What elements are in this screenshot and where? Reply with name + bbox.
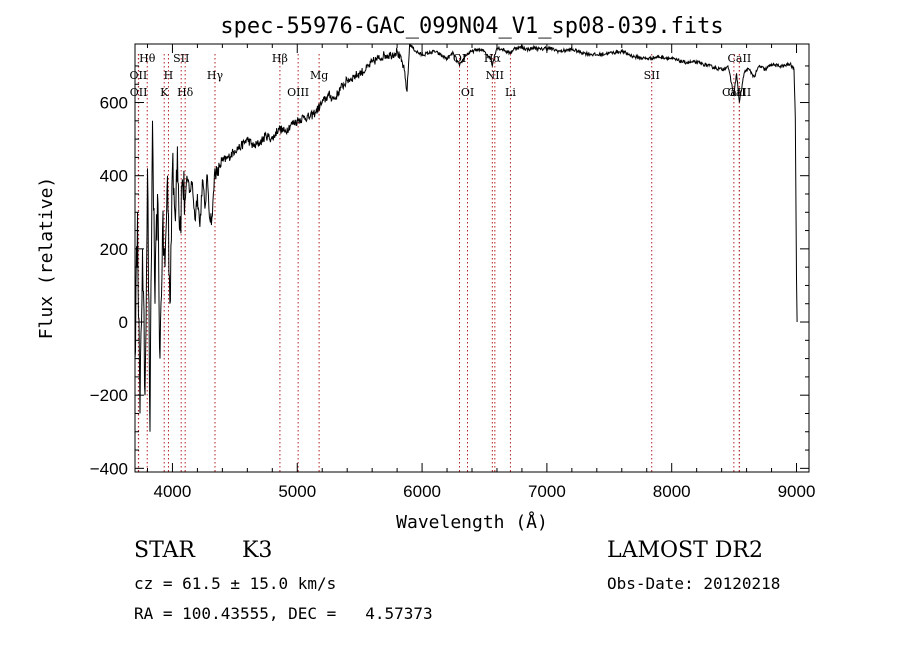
line-marker-label: SII: [173, 52, 189, 65]
object-subclass: K3: [242, 538, 273, 563]
x-axis-label: Wavelength (Å): [396, 511, 548, 533]
line-marker-label: Hγ: [207, 69, 224, 82]
x-tick-label: 9000: [778, 482, 816, 501]
y-tick-label: −400: [90, 459, 128, 478]
spectrum-line: [134, 43, 798, 432]
observation-date: Obs-Date: 20120218: [607, 574, 781, 593]
line-marker-label: CaII: [728, 86, 752, 99]
y-tick-label: −200: [90, 386, 128, 405]
y-tick-label: 600: [100, 94, 128, 113]
line-marker-label: Hα: [484, 52, 502, 65]
x-tick-label: 8000: [653, 482, 691, 501]
y-tick-label: 400: [100, 167, 128, 186]
y-axis-label: Flux (relative): [36, 177, 57, 340]
redshift-cz: cz = 61.5 ± 15.0 km/s: [134, 574, 337, 593]
plot-frame: [134, 43, 810, 473]
line-marker-label: OII: [130, 86, 148, 99]
line-marker-label: K: [160, 86, 169, 99]
x-tick-label: 7000: [528, 482, 566, 501]
line-marker-label: Hθ: [139, 52, 156, 65]
x-tick-label: 5000: [278, 482, 316, 501]
line-marker-label: Li: [505, 86, 516, 99]
line-marker-label: OI: [461, 86, 474, 99]
line-marker-label: Hβ: [272, 52, 288, 65]
coordinates: RA = 100.43555, DEC = 4.57373: [134, 604, 433, 623]
object-class: STAR: [134, 538, 195, 563]
line-marker-label: H: [164, 69, 174, 82]
y-tick-label: 200: [100, 240, 128, 259]
x-tick-label: 4000: [154, 482, 192, 501]
y-tick-label: 0: [119, 313, 128, 332]
line-marker-label: NII: [486, 69, 504, 82]
survey-name: LAMOST DR2: [607, 538, 763, 563]
line-marker-label: SII: [644, 69, 660, 82]
line-marker-label: Mg: [310, 69, 328, 82]
line-marker-label: Hδ: [177, 86, 194, 99]
line-marker-label: OIII: [287, 86, 309, 99]
chart-title: spec-55976-GAC_099N04_V1_sp08-039.fits: [220, 14, 723, 39]
series-layer: [134, 43, 798, 432]
axis-ticks: 4000 5000 6000 7000 8000 9000 −400 −200 0 200 400 6…: [90, 44, 816, 501]
x-tick-label: 6000: [403, 482, 441, 501]
